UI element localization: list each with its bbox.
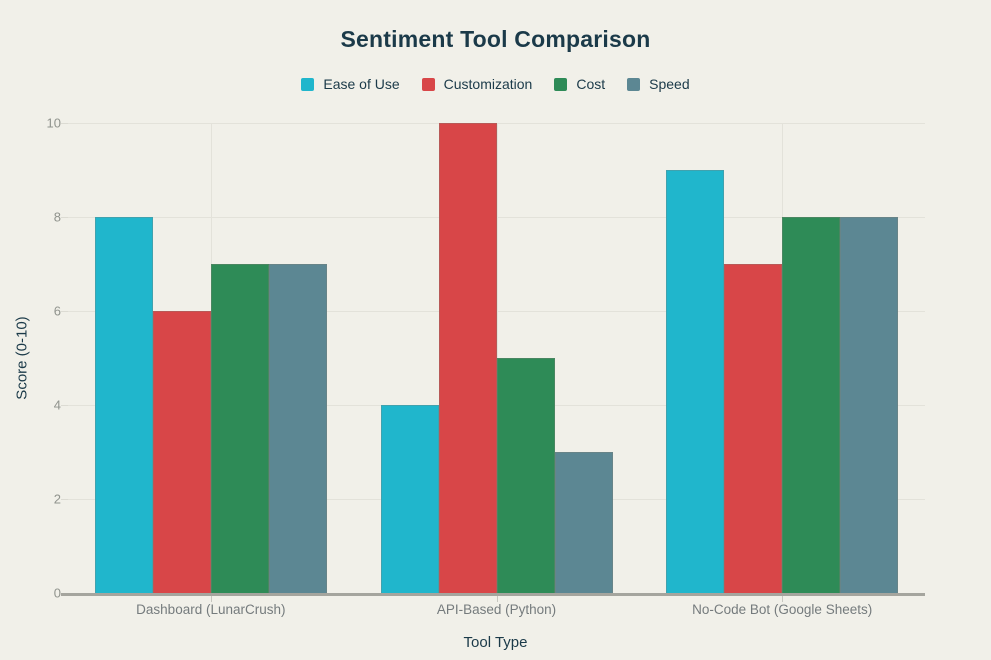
legend-item[interactable]: Speed (627, 76, 690, 92)
legend-item[interactable]: Customization (421, 76, 533, 92)
legend-item-label: Customization (443, 76, 533, 92)
category-group (68, 123, 354, 602)
bar (724, 264, 783, 593)
x-category-label: Dashboard (LunarCrush) (136, 602, 286, 617)
y-tick-label: 0 (53, 585, 61, 601)
x-axis: Dashboard (LunarCrush) API-Based (Python)… (68, 602, 925, 617)
y-tick-label: 8 (53, 209, 61, 225)
bar (496, 358, 555, 593)
x-tick-mark (210, 596, 212, 602)
legend-swatch-icon (421, 77, 435, 91)
x-axis-line (61, 593, 68, 596)
legend: Ease of Use Customization Cost Speed (0, 76, 991, 92)
bar (666, 170, 725, 593)
y-tick-label: 6 (53, 303, 61, 319)
bar-group (354, 123, 640, 593)
legend-swatch-icon (627, 77, 641, 91)
x-category-label: No-Code Bot (Google Sheets) (692, 602, 873, 617)
x-tick-mark (782, 596, 784, 602)
legend-item-label: Speed (649, 76, 690, 92)
bar-group (68, 123, 354, 593)
bar (94, 217, 153, 593)
bar (210, 264, 269, 593)
x-axis-title: Tool Type (463, 634, 528, 651)
bar (152, 311, 211, 593)
y-axis: 0 2 4 6 8 10 (0, 117, 61, 600)
y-tick-label: 2 (53, 491, 61, 507)
legend-swatch-icon (554, 77, 568, 91)
plot-area (61, 123, 925, 602)
bar (380, 405, 439, 593)
y-tick-mark (61, 217, 68, 218)
category-group (639, 123, 925, 602)
chart-title: Sentiment Tool Comparison (340, 26, 651, 52)
bar-group (639, 123, 925, 593)
x-tick-mark (496, 596, 498, 602)
y-tick-mark (61, 499, 68, 500)
y-tick-mark (61, 405, 68, 406)
y-tick-mark (61, 311, 68, 312)
legend-item[interactable]: Cost (554, 76, 605, 92)
bar (782, 217, 841, 593)
bar (554, 452, 613, 593)
legend-swatch-icon (301, 77, 315, 91)
x-category-label: API-Based (Python) (436, 602, 557, 617)
y-tick-label: 4 (53, 397, 61, 413)
category-group (354, 123, 640, 602)
bar (268, 264, 327, 593)
bar (438, 123, 497, 593)
legend-item-label: Ease of Use (323, 76, 400, 92)
legend-item-label: Cost (576, 76, 606, 92)
y-tick-mark (61, 123, 68, 124)
y-tick-label: 10 (46, 115, 61, 131)
bar (840, 217, 899, 593)
legend-item[interactable]: Ease of Use (301, 76, 400, 92)
